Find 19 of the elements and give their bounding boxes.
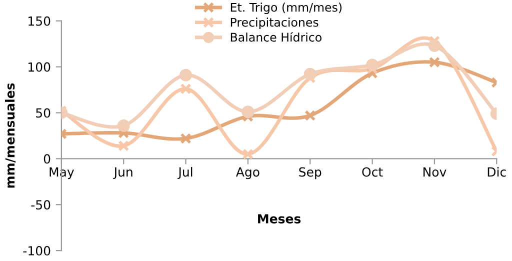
legend-label: Et. Trigo (mm/mes) (230, 2, 342, 14)
x-tick-label: Sep (299, 167, 322, 180)
legend-label: Balance Hídrico (230, 32, 322, 42)
y-tick-label: 50 (36, 108, 50, 118)
x-tick-label: Jun (113, 167, 132, 180)
y-tick-label: 150 (28, 16, 50, 26)
y-tick-label: -100 (23, 246, 50, 256)
x-tick-label: Dic (488, 167, 506, 177)
x-tick-label: Nov (423, 167, 446, 177)
x-tick-label: Ago (236, 167, 260, 180)
legend-label: Precipitaciones (230, 18, 318, 30)
y-tick-label: 0 (44, 154, 50, 164)
x-tick-label: Jul (178, 167, 192, 180)
y-tick-label: -50 (31, 200, 50, 210)
y-axis-title: mm/mensuales (5, 83, 16, 188)
x-axis-title: Meses (258, 214, 301, 224)
x-tick-label: Oct (362, 167, 383, 177)
x-tick-label: May (50, 167, 74, 180)
y-tick-label: 100 (28, 62, 50, 72)
